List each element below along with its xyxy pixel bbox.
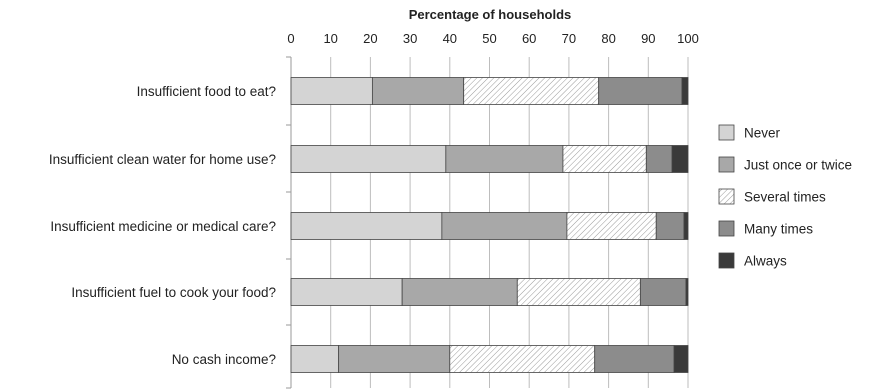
bar-segment — [401, 278, 518, 306]
bar-segment — [598, 77, 683, 105]
bar-segment — [290, 212, 443, 240]
category-label: No cash income? — [172, 352, 276, 367]
category-label: Insufficient medicine or medical care? — [50, 219, 276, 234]
bar-segment — [290, 145, 447, 173]
bar-segment — [445, 145, 564, 173]
legend-label: Never — [744, 126, 781, 141]
x-tick-label: 80 — [601, 31, 615, 46]
legend-swatch — [718, 252, 735, 269]
category-label: Insufficient food to eat? — [137, 84, 276, 99]
x-tick-label: 60 — [522, 31, 536, 46]
category-label: Insufficient fuel to cook your food? — [71, 285, 276, 300]
bar-segment — [683, 212, 689, 240]
bar-segment — [441, 212, 568, 240]
bar-segment — [338, 345, 451, 373]
legend-label: Several times — [744, 190, 826, 205]
bar-segment — [463, 77, 600, 105]
bar-segment — [655, 212, 685, 240]
bar-segment — [371, 77, 465, 105]
bar-segment — [562, 145, 647, 173]
x-tick-label: 90 — [641, 31, 655, 46]
x-tick-label: 50 — [482, 31, 496, 46]
bar-segment — [290, 77, 373, 105]
x-tick-label: 30 — [403, 31, 417, 46]
bar-segment — [681, 77, 689, 105]
legend-swatch — [718, 220, 735, 237]
bar-segment — [639, 278, 687, 306]
bar-segment — [449, 345, 596, 373]
bar-segment — [566, 212, 657, 240]
x-axis-title: Percentage of households — [409, 7, 572, 22]
category-label: Insufficient clean water for home use? — [49, 152, 276, 167]
legend-label: Always — [744, 254, 787, 269]
legend-swatch — [718, 124, 735, 141]
category-labels: Insufficient food to eat? Insufficient cl… — [49, 84, 276, 367]
x-tick-labels: 0 10 20 30 40 50 60 70 80 90 100 — [287, 31, 698, 46]
x-tick-label: 40 — [443, 31, 457, 46]
x-tick-label: 20 — [363, 31, 377, 46]
bar-segment — [594, 345, 675, 373]
bars — [290, 77, 689, 373]
x-tick-label: 0 — [287, 31, 294, 46]
legend-swatch — [718, 188, 735, 205]
legend-label: Many times — [744, 222, 813, 237]
bar-segment — [290, 345, 340, 373]
bar-segment — [673, 345, 689, 373]
bar-segment — [516, 278, 641, 306]
x-tick-label: 10 — [323, 31, 337, 46]
legend: Never Just once or twice Several times Many… — [718, 124, 852, 269]
x-tick-label: 100 — [677, 31, 699, 46]
bar-segment — [290, 278, 403, 306]
bar-segment — [685, 278, 689, 306]
bar-segment — [645, 145, 673, 173]
x-tick-label: 70 — [562, 31, 576, 46]
legend-swatch — [718, 156, 735, 173]
legend-label: Just once or twice — [744, 158, 852, 173]
bar-segment — [671, 145, 689, 173]
